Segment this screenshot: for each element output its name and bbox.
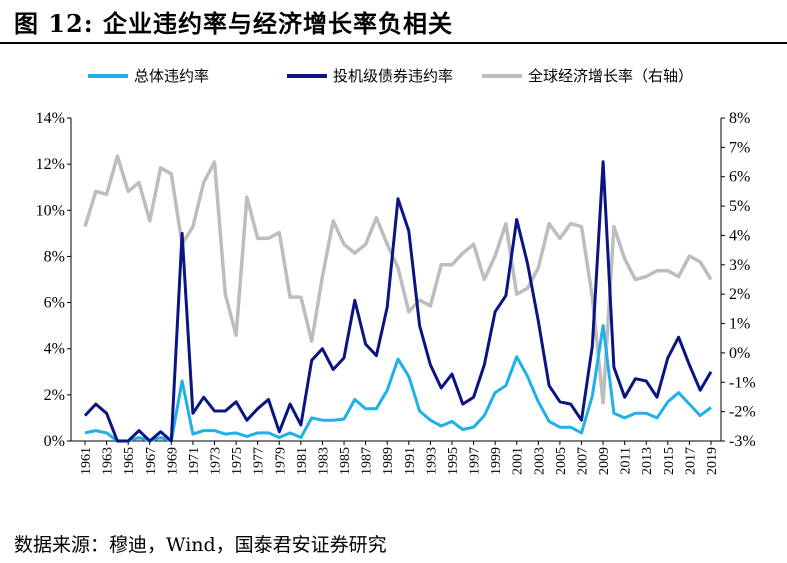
- x-tick-label: 1969: [165, 447, 180, 475]
- x-tick-label: 2011: [619, 447, 634, 474]
- x-tick-label: 2015: [662, 447, 677, 475]
- legend-label: 全球经济增长率（右轴）: [528, 67, 693, 85]
- x-tick-label: 1987: [360, 447, 375, 475]
- right-tick-label: 3%: [729, 257, 750, 274]
- left-tick-label: 4%: [44, 341, 65, 358]
- x-tick-label: 1985: [338, 447, 353, 475]
- chart: 总体违约率 投机级债券违约率 全球经济增长率（右轴） 0% 2% 4% 6% 8% 10% 12…: [36, 67, 756, 475]
- series-line-1: [83, 160, 713, 443]
- source-note: 数据来源：穆迪，Wind，国泰君安证券研究: [14, 534, 387, 556]
- right-tick-label: 6%: [729, 169, 750, 186]
- x-tick-label: 2001: [511, 447, 526, 475]
- left-tick-label: 14%: [36, 110, 65, 127]
- x-tick-label: 2007: [575, 447, 590, 475]
- x-tick-label: 2013: [640, 447, 655, 475]
- right-tick-label: 0%: [729, 345, 750, 362]
- left-tick-label: 0%: [44, 433, 65, 450]
- axes: [67, 117, 725, 445]
- x-tick-label: 1975: [230, 447, 245, 475]
- x-tick-label: 2019: [705, 447, 720, 475]
- x-tick-label: 1979: [273, 447, 288, 475]
- x-tick-label: 1989: [381, 447, 396, 475]
- right-tick-label: 5%: [729, 198, 750, 215]
- x-tick-label: 1981: [295, 447, 310, 475]
- right-tick-label: -2%: [729, 404, 756, 421]
- x-tick-label: 1963: [101, 447, 116, 475]
- x-tick-label: 2009: [597, 447, 612, 475]
- right-tick-label: 1%: [729, 316, 750, 333]
- x-tick-label: 1971: [187, 447, 202, 475]
- x-tick-label: 1983: [316, 447, 331, 475]
- series-line-0: [84, 324, 712, 443]
- x-tick-label: 1995: [446, 447, 461, 475]
- right-tick-label: 8%: [729, 110, 750, 127]
- legend-label: 总体违约率: [134, 67, 209, 85]
- left-tick-label: 6%: [44, 295, 65, 312]
- x-tick-label: 1961: [79, 447, 94, 475]
- left-tick-label: 2%: [44, 387, 65, 404]
- x-tick-label: 1997: [468, 447, 483, 475]
- x-tick-label: 1977: [252, 447, 267, 475]
- right-tick-label: 7%: [729, 139, 750, 156]
- x-tick-label: 1999: [489, 447, 504, 475]
- page-title: 图 12: 企业违约率与经济增长率负相关: [14, 9, 453, 38]
- x-tick-label: 1991: [403, 447, 418, 475]
- tick-labels: 0% 2% 4% 6% 8% 10% 12% 14% -3% -2% -1% 0% 1% 2% 3% 4% 5%…: [36, 110, 756, 475]
- x-tick-label: 1993: [424, 447, 439, 475]
- left-tick-label: 12%: [36, 156, 65, 173]
- series-group: [83, 154, 713, 443]
- legend: 总体违约率 投机级债券违约率 全球经济增长率（右轴）: [88, 67, 693, 85]
- x-tick-label: 2017: [683, 447, 698, 475]
- x-tick-label: 2003: [532, 447, 547, 475]
- x-tick-label: 1973: [209, 447, 224, 475]
- title-underline: [0, 42, 787, 44]
- left-tick-label: 8%: [44, 248, 65, 265]
- right-tick-label: -1%: [729, 374, 756, 391]
- x-tick-label: 1967: [144, 447, 159, 475]
- right-tick-label: -3%: [729, 433, 756, 450]
- left-tick-label: 10%: [36, 202, 65, 219]
- right-tick-label: 4%: [729, 227, 750, 244]
- legend-label: 投机级债券违约率: [333, 67, 453, 85]
- x-tick-label: 1965: [122, 447, 137, 475]
- right-tick-label: 2%: [729, 286, 750, 303]
- x-tick-label: 2005: [554, 447, 569, 475]
